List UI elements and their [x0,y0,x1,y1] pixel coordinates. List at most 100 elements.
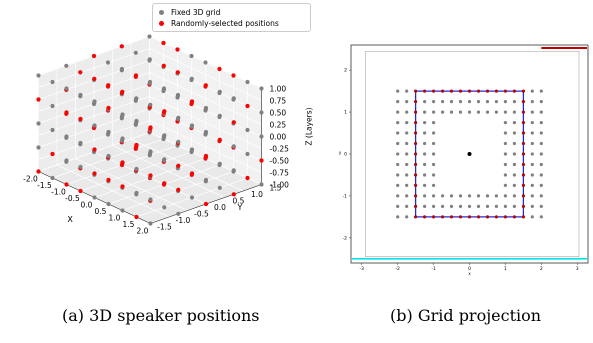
grid-point [134,190,139,196]
x-tick-label: 1 [504,266,507,272]
x-tick-label: 2.0 [137,227,149,236]
grid-point [92,123,97,128]
gridline-back-z [149,120,262,173]
random-point [245,103,250,109]
random-point [78,116,83,122]
random-point [176,163,181,168]
random-point [259,158,264,163]
grid-point [530,152,534,156]
grid-point [106,201,111,207]
square-edge-point [477,89,480,93]
random-point [189,99,195,104]
grid-point [512,152,516,156]
grid-point [134,166,139,172]
grid-point [175,92,181,98]
y-tick-label: -2 [343,235,348,241]
z-tick-label: -0.50 [270,157,290,166]
grid-point [36,73,41,78]
square-edge-point [432,215,436,219]
grid-point [203,129,209,135]
grid-point [512,100,516,104]
grid-point [396,173,400,177]
grid-point [148,149,153,154]
grid-point [476,100,481,104]
square-edge-point [414,215,418,219]
square-edge-point [414,194,418,198]
random-point [161,63,166,68]
legend-marker-red [159,21,164,26]
gridline-floor-y [75,158,188,211]
grid-point [441,204,445,208]
grid-point [106,153,111,159]
caption-a: (a) 3D speaker positions [62,306,260,325]
square-edge-point [423,215,427,219]
z-tick-label: 0.00 [270,133,287,142]
grid-point [539,152,543,156]
panel-grid-projection: -3 -2 -1 0 1 2 3 -2 -1 0 1 2 x y [330,0,593,300]
grid-point [36,145,41,150]
square-edge-point [521,194,525,198]
y-tick-label: -1.5 [157,223,172,232]
square-edge-point [414,204,418,208]
legend-label-fixed-grid: Fixed 3D grid [171,8,221,17]
grid-point [405,162,409,167]
grid-point [423,121,427,125]
grid-point [78,92,83,98]
grid-point [539,204,543,208]
square-edge-point [521,121,525,125]
z-tick-label: -0.75 [270,169,290,178]
square-edge-point [414,131,418,135]
grid-point [405,204,409,208]
grid-point [231,144,236,149]
grid-point [458,100,463,104]
grid-point [530,173,534,177]
random-point [78,188,83,194]
grid-point [458,194,463,198]
grid-point [530,162,534,167]
grid-point [503,162,507,167]
grid-point [396,100,400,104]
grid-point [485,194,490,198]
z-tick-label: 0.50 [270,109,287,118]
grid-point [217,89,222,94]
grid-point [176,115,181,120]
grid-point [539,131,543,135]
grid-point [503,100,507,104]
grid-point [405,173,409,177]
grid-point [189,76,194,81]
y-tick-label: 2 [344,68,347,74]
grid-point [485,100,490,104]
x-axis-label: X [67,215,73,224]
grid-point [530,215,534,219]
square-edge-point [414,163,418,166]
random-point [217,137,222,142]
square-edge-point [521,215,525,219]
y-tick-label: -0.5 [194,210,209,219]
x-tick-label: 0 [468,266,471,272]
grid-point [458,204,463,208]
grid-point [432,131,436,135]
grid-point [512,121,516,125]
legend-marker-grey [159,10,164,15]
grid-point [405,89,409,93]
x-tick-label: -2.0 [23,175,38,184]
grid-point [449,100,454,104]
grid-point [494,194,498,198]
y-axis-label: Y [237,203,243,212]
random-point [148,125,153,130]
square-edge-point [432,89,436,93]
grid-point [539,141,543,146]
panel-3d-speaker-positions: -2.0 -1.5 -1.0 -0.5 0.0 0.5 1.0 1.5 2.0 -1.5 -1.0-… [0,0,322,300]
grid-point [64,86,69,91]
grid-point [512,173,516,177]
grid-point [432,121,436,125]
y-axis-label: y [339,150,342,155]
grid-point [405,121,409,125]
center-point [467,152,472,156]
grid-point [64,134,69,139]
grid-point [423,183,427,187]
grid-point [449,110,454,114]
random-point [148,173,153,178]
grid-point [64,158,69,163]
grid-point [432,110,436,114]
